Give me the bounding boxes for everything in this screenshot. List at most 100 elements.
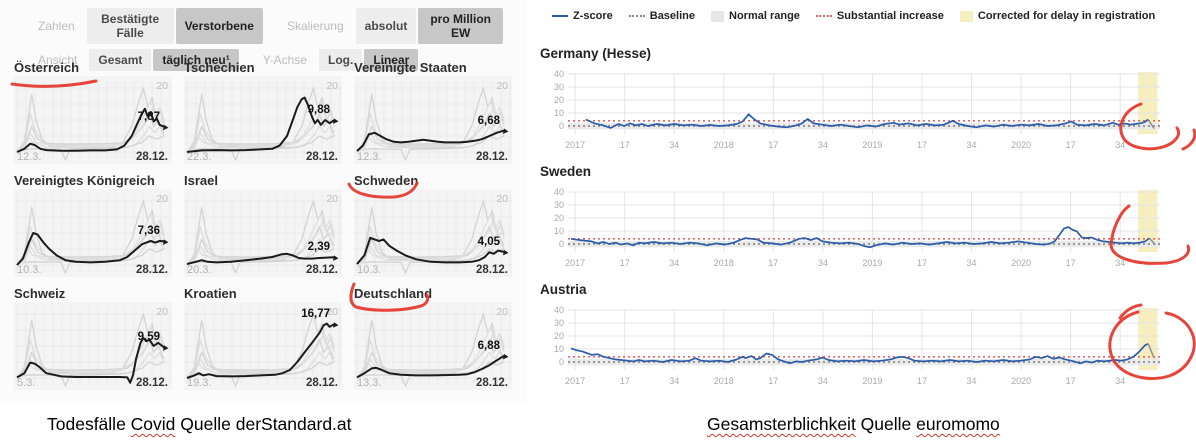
x-axis-tick-label: 34: [818, 258, 828, 268]
line-end-marker: [333, 118, 339, 124]
momo-chart-block: Sweden 2017 17 34 2018 17 34 2019 17 34 2020 17 34 40…: [540, 164, 1196, 283]
country-tile: Schweden 20 10.3. 28.12. 4,05: [354, 173, 512, 277]
filter-segmented-control: Log. Linear: [318, 49, 420, 71]
legend-item: Substantial increase: [815, 10, 944, 22]
momo-chart-block: Austria 2017 17 34 2018 17 34 2019 17 34 2020 17 34 4…: [540, 282, 1196, 401]
country-chart-plot: 20 5.3. 28.12. 9,59: [14, 302, 172, 390]
filter-option-button[interactable]: absolut: [355, 8, 417, 44]
background-country-line: [356, 135, 505, 161]
country-chart: [354, 82, 512, 161]
filter-row: Ansicht Gesamt täglich neu¹ Y-Achse Log. Line…: [38, 49, 527, 71]
background-country-line: [186, 225, 335, 266]
filter-option-button[interactable]: pro Million EW: [418, 8, 503, 44]
tile-xstart-label: 10.3.: [17, 264, 42, 276]
background-country-line: [186, 106, 335, 153]
x-axis-tick-label: 2019: [862, 258, 882, 268]
tile-xend-label: 28.12.: [476, 377, 508, 389]
country-title: Schweiz: [14, 286, 66, 301]
x-axis-tick-label: 2019: [862, 376, 882, 386]
background-country-line: [356, 106, 505, 153]
tile-xstart-label: 19.3.: [187, 377, 212, 389]
filter-segmented-control: Gesamt täglich neu¹: [89, 49, 240, 71]
x-axis-tick-label: 34: [966, 376, 976, 386]
x-axis-tick-label: 17: [620, 258, 630, 268]
background-country-line: [356, 200, 505, 266]
derstandard-panel: Zahlen Bestätigte Fälle Verstorbene Skalier…: [0, 0, 527, 403]
background-country-line: [356, 225, 505, 266]
x-axis-tick-label: 34: [966, 140, 976, 150]
background-country-line: [186, 200, 335, 266]
tile-xstart-label: 5.3.: [17, 377, 36, 389]
x-axis-tick-label: 2018: [714, 376, 734, 386]
selected-country-line: [16, 337, 165, 384]
y-axis-tick-label: 40: [554, 187, 564, 197]
background-country-line: [356, 338, 505, 379]
filter-option-button[interactable]: Verstorbene: [175, 8, 263, 44]
country-title: Deutschland: [354, 286, 433, 301]
selected-country-line: [356, 355, 505, 379]
background-country-line: [356, 100, 505, 153]
y-axis-tick-label: 20: [554, 213, 564, 223]
country-tile: Schweiz 20 5.3. 28.12. 9,59: [14, 286, 172, 390]
legend-label: Corrected for delay in registration: [977, 10, 1156, 22]
legend-swatch-box: [959, 10, 973, 22]
tile-xend-label: 28.12.: [136, 151, 168, 163]
filter-option-button[interactable]: täglich neu¹: [153, 49, 239, 71]
country-chart: [354, 195, 512, 274]
legend-label: Baseline: [649, 10, 695, 22]
background-country-line: [186, 100, 335, 153]
background-country-line: [16, 219, 165, 266]
filter-group-label: Skalierung: [286, 19, 344, 33]
background-country-line: [16, 87, 165, 153]
country-chart: [184, 308, 342, 387]
background-country-line: [16, 338, 165, 379]
country-title: Israel: [184, 173, 218, 188]
caption-euromomo: Gesamsterblichkeit Quelle euromomo: [707, 414, 1000, 435]
tile-xend-label: 28.12.: [306, 377, 338, 389]
legend-swatch-line: [552, 15, 568, 17]
country-chart-plot: 20 22.3. 28.12. 9,88: [184, 76, 342, 164]
tile-xstart-label: 10.3.: [357, 264, 382, 276]
filter-option-button[interactable]: Gesamt: [89, 49, 152, 71]
tile-xstart-label: 22.3.: [187, 151, 212, 163]
caption-text: Quelle derStandard.at: [175, 414, 352, 434]
country-tile: Vereinigte Staaten 20 12.3. 28.12. 6,68: [354, 60, 512, 164]
tile-end-value: 4,05: [477, 236, 500, 248]
x-axis-tick-label: 34: [818, 140, 828, 150]
country-tile: Deutschland 20 13.3. 28.12. 6,88: [354, 286, 512, 390]
caption-text-squiggle: Covid: [130, 414, 176, 434]
country-chart: [184, 82, 342, 161]
euromomo-panel: Z-score Baseline Normal range Substantial i…: [538, 0, 1196, 403]
line-end-marker: [503, 353, 509, 360]
tile-end-value: 6,68: [477, 115, 500, 127]
y-axis-tick-label: 10: [554, 344, 564, 354]
background-country-line: [186, 87, 335, 153]
filter-option-button[interactable]: Linear: [364, 49, 419, 71]
tile-ymax-label: 20: [496, 193, 508, 205]
legend-item: Baseline: [628, 10, 695, 22]
filter-option-button[interactable]: Bestätigte Fälle: [86, 8, 174, 44]
tile-xend-label: 28.12.: [476, 264, 508, 276]
legend-swatch-dotted: [628, 15, 645, 17]
x-axis-tick-label: 2017: [565, 376, 585, 386]
country-title: Vereinigte Staaten: [354, 60, 467, 75]
momo-chart-title: Sweden: [540, 164, 592, 179]
caption-text-squiggle: Gesamsterblichkeit: [707, 414, 856, 434]
line-end-marker: [333, 322, 339, 328]
y-axis-tick-label: 30: [554, 200, 564, 210]
x-axis-tick-label: 17: [917, 376, 927, 386]
y-axis-tick-label: 0: [559, 239, 564, 249]
filter-option-button[interactable]: Log.: [318, 49, 363, 71]
background-country-line: [356, 313, 505, 379]
tile-end-value: 7,87: [137, 111, 160, 123]
x-axis-tick-label: 17: [1066, 258, 1076, 268]
x-axis-tick-label: 17: [1066, 140, 1076, 150]
country-chart: [14, 308, 172, 387]
background-country-line: [16, 100, 165, 153]
x-axis-tick-label: 17: [768, 140, 778, 150]
country-chart-plot: 20 19.3. 28.12. 16,77: [184, 302, 342, 390]
x-axis-tick-label: 2020: [1011, 258, 1031, 268]
background-country-line: [186, 213, 335, 266]
legend-item: Normal range: [711, 10, 800, 22]
country-chart-plot: 20 10.3. 28.12. 4,05: [354, 189, 512, 277]
